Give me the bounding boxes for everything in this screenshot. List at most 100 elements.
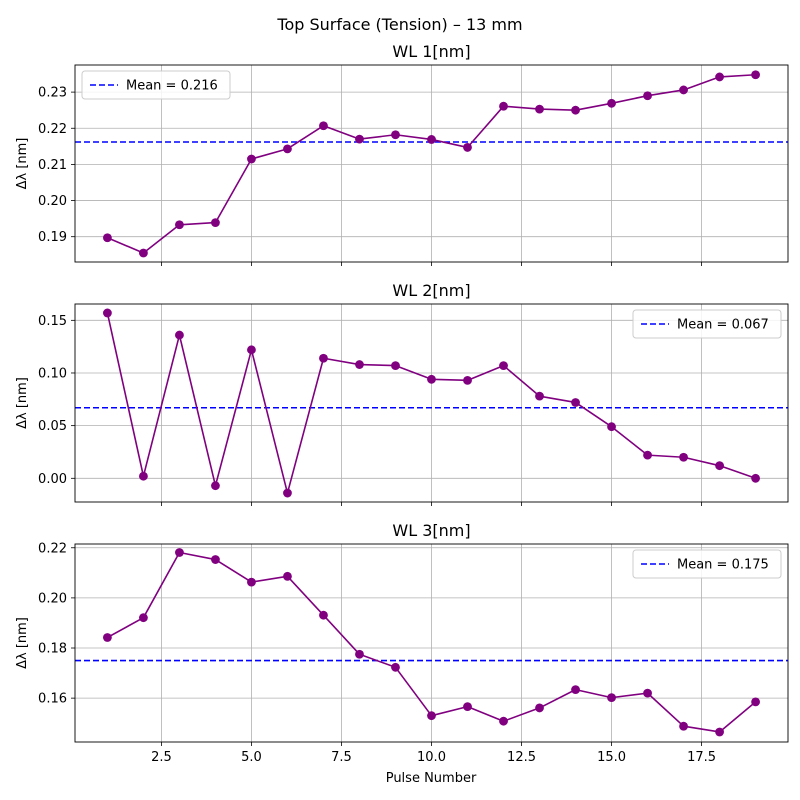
data-point <box>247 345 256 355</box>
data-point <box>751 70 760 80</box>
y-tick-label: 0.20 <box>38 591 67 606</box>
data-point <box>391 130 400 140</box>
y-tick-label: 0.22 <box>38 541 67 556</box>
data-point <box>499 716 508 726</box>
data-point <box>535 703 544 713</box>
panel-1: 0.19 0.20 0.21 0.22 0.23 WL 1[nm] Δλ [nm] Mean … <box>15 42 789 266</box>
y-tick-label: 0.23 <box>38 86 67 101</box>
data-point <box>283 144 292 154</box>
data-point <box>355 649 364 659</box>
legend-box <box>81 70 231 100</box>
data-point <box>283 488 292 498</box>
data-point <box>715 727 724 737</box>
panel-title: WL 2[nm] <box>392 281 470 300</box>
data-point <box>571 105 580 115</box>
axes-frame <box>74 543 789 743</box>
legend: Mean = 0.175 <box>632 549 782 579</box>
x-tick-label: 7.5 <box>331 750 352 765</box>
data-point <box>607 98 616 108</box>
legend: Mean = 0.067 <box>632 309 782 339</box>
data-point <box>751 697 760 707</box>
axes-frame <box>74 303 789 503</box>
data-point <box>283 571 292 581</box>
x-tick-label: 10.0 <box>417 750 446 765</box>
data-point <box>319 610 328 620</box>
y-axis-label: Δλ [nm] <box>15 617 30 669</box>
data-point <box>751 473 760 483</box>
data-point <box>607 693 616 703</box>
y-tick-label: 0.15 <box>38 314 67 329</box>
data-point <box>463 375 472 385</box>
data-point <box>355 360 364 369</box>
x-tick-label: 5.0 <box>241 750 262 765</box>
x-axis-label: Pulse Number <box>386 771 477 786</box>
panel-3: 2.5 5.0 7.5 10.0 12.5 15.0 17.5 0.16 0.18 0.20 0.2… <box>15 521 789 765</box>
data-point <box>643 91 652 101</box>
data-point <box>211 481 220 491</box>
data-point <box>319 121 328 131</box>
data-point <box>247 154 256 164</box>
y-tick-label: 0.20 <box>38 194 67 209</box>
legend-box <box>632 309 782 339</box>
data-point <box>463 143 472 152</box>
legend-label: Mean = 0.216 <box>126 79 218 94</box>
data-point <box>427 135 436 144</box>
data-point <box>247 577 256 587</box>
panel-title: WL 1[nm] <box>392 42 470 61</box>
data-point <box>427 374 436 384</box>
panel-2: 0.00 0.05 0.10 0.15 WL 2[nm] Δλ [nm] Mean = 0.… <box>15 281 789 506</box>
x-tick-label: 2.5 <box>151 750 172 765</box>
plot-area <box>75 548 788 737</box>
axes-frame <box>74 64 789 263</box>
x-tick-label: 15.0 <box>597 750 626 765</box>
data-point <box>103 308 112 318</box>
data-point <box>319 353 328 363</box>
data-point <box>391 361 400 371</box>
legend-label: Mean = 0.067 <box>677 318 769 333</box>
legend: Mean = 0.216 <box>81 70 231 100</box>
data-point <box>175 220 184 230</box>
data-point <box>679 721 688 731</box>
data-point <box>679 452 688 462</box>
data-point <box>139 471 148 481</box>
data-point <box>391 662 400 672</box>
y-tick-label: 0.21 <box>38 158 67 173</box>
legend-label: Mean = 0.175 <box>677 558 769 573</box>
data-point <box>463 702 472 712</box>
y-tick-label: 0.22 <box>38 122 67 137</box>
data-point <box>103 633 112 642</box>
data-point <box>175 548 184 557</box>
panels-container: 0.19 0.20 0.21 0.22 0.23 WL 1[nm] Δλ [nm] Mean … <box>15 42 789 765</box>
data-point <box>103 233 112 243</box>
data-point <box>715 72 724 82</box>
data-point <box>643 688 652 698</box>
data-point <box>175 330 184 340</box>
figure-suptitle: Top Surface (Tension) – 13 mm <box>276 15 522 34</box>
y-tick-label: 0.18 <box>38 642 67 657</box>
y-tick-label: 0.05 <box>38 419 67 434</box>
data-point <box>571 685 580 695</box>
data-point <box>499 361 508 371</box>
data-point <box>211 555 220 564</box>
y-axis-label: Δλ [nm] <box>15 377 30 429</box>
y-tick-label: 0.10 <box>38 366 67 381</box>
y-tick-label: 0.00 <box>38 472 67 487</box>
data-point <box>211 218 220 228</box>
data-point <box>607 422 616 432</box>
x-tick-label: 17.5 <box>687 750 716 765</box>
y-tick-label: 0.16 <box>38 692 67 707</box>
y-tick-label: 0.19 <box>38 230 67 245</box>
data-point <box>427 711 436 721</box>
plot-area <box>75 70 788 258</box>
data-point <box>715 461 724 471</box>
data-point <box>139 613 148 623</box>
plot-area <box>75 308 788 498</box>
x-tick-label: 12.5 <box>507 750 536 765</box>
data-point <box>139 248 148 258</box>
data-point <box>643 450 652 460</box>
data-point <box>499 101 508 111</box>
y-axis-label: Δλ [nm] <box>15 138 30 190</box>
legend-box <box>632 549 782 579</box>
panel-title: WL 3[nm] <box>392 521 470 540</box>
